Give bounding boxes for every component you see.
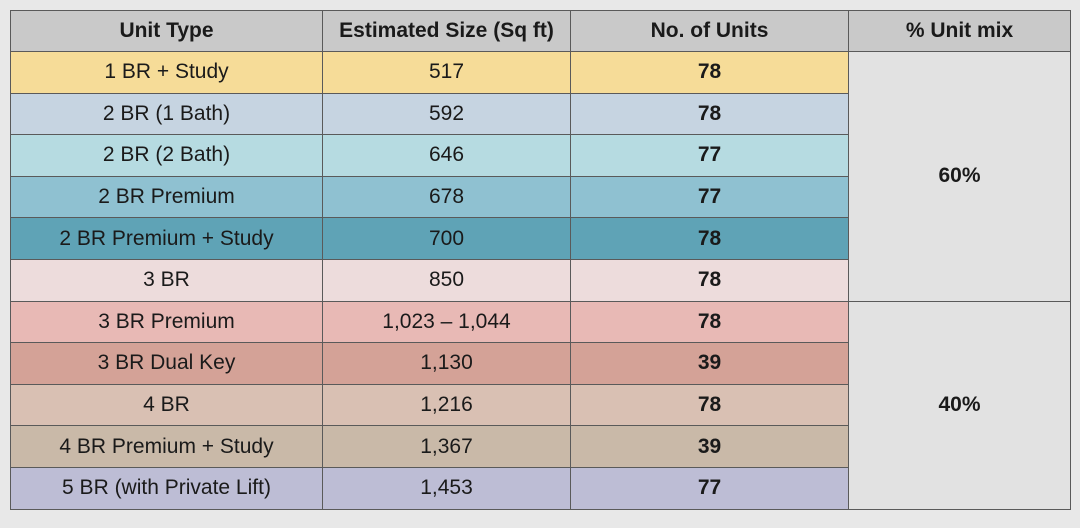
unit-mix: 60% [848, 51, 1071, 302]
unit-count: 78 [570, 51, 849, 94]
estimated-size: 592 [322, 92, 571, 136]
table-body: 1 BR + Study 517 78 60% 2 BR (1 Bath) 592 78 2 … [10, 51, 1071, 510]
estimated-size: 850 [322, 258, 571, 302]
unit-type: 2 BR Premium [10, 175, 323, 219]
unit-table: Unit Type Estimated Size (Sq ft) No. of Un… [10, 10, 1071, 510]
estimated-size: 1,130 [322, 342, 571, 385]
header-row: Unit Type Estimated Size (Sq ft) No. of Un… [10, 10, 1071, 52]
estimated-size: 700 [322, 217, 571, 260]
column-header: Estimated Size (Sq ft) [322, 10, 571, 52]
unit-type: 4 BR Premium + Study [10, 425, 323, 468]
estimated-size: 517 [322, 51, 571, 94]
unit-count: 77 [570, 466, 849, 510]
estimated-size: 1,216 [322, 383, 571, 427]
unit-mix: 40% [848, 300, 1071, 510]
unit-count: 78 [570, 217, 849, 260]
unit-type: 3 BR [10, 258, 323, 302]
unit-count: 39 [570, 425, 849, 468]
table-row: 2 BR Premium + Study 700 78 [10, 217, 1071, 260]
unit-count: 77 [570, 175, 849, 219]
table-row: 4 BR 1,216 78 [10, 383, 1071, 427]
table-row: 1 BR + Study 517 78 60% [10, 51, 1071, 302]
unit-type: 2 BR Premium + Study [10, 217, 323, 260]
unit-count: 78 [570, 383, 849, 427]
table-row: 3 BR Premium 1,023 – 1,044 78 40% [10, 300, 1071, 510]
estimated-size: 1,367 [322, 425, 571, 468]
table-header: Unit Type Estimated Size (Sq ft) No. of Un… [10, 10, 1071, 52]
unit-count: 39 [570, 342, 849, 385]
estimated-size: 678 [322, 175, 571, 219]
table-row: 2 BR (1 Bath) 592 78 [10, 92, 1071, 136]
table-row: 2 BR (2 Bath) 646 77 [10, 134, 1071, 177]
table-row: 3 BR 850 78 [10, 258, 1071, 302]
unit-count: 78 [570, 258, 849, 302]
column-header: No. of Units [570, 10, 849, 52]
unit-type: 1 BR + Study [10, 51, 323, 94]
unit-type: 5 BR (with Private Lift) [10, 466, 323, 510]
estimated-size: 1,023 – 1,044 [322, 300, 571, 344]
estimated-size: 1,453 [322, 466, 571, 510]
unit-type: 3 BR Premium [10, 300, 323, 344]
unit-count: 78 [570, 92, 849, 136]
unit-type: 3 BR Dual Key [10, 342, 323, 385]
unit-type: 2 BR (2 Bath) [10, 134, 323, 177]
estimated-size: 646 [322, 134, 571, 177]
unit-type: 2 BR (1 Bath) [10, 92, 323, 136]
table-row: 5 BR (with Private Lift) 1,453 77 [10, 466, 1071, 510]
unit-type: 4 BR [10, 383, 323, 427]
column-header: Unit Type [10, 10, 323, 52]
table-row: 2 BR Premium 678 77 [10, 175, 1071, 219]
column-header: % Unit mix [848, 10, 1071, 52]
unit-count: 78 [570, 300, 849, 344]
unit-count: 77 [570, 134, 849, 177]
table-row: 4 BR Premium + Study 1,367 39 [10, 425, 1071, 468]
table-row: 3 BR Dual Key 1,130 39 [10, 342, 1071, 385]
